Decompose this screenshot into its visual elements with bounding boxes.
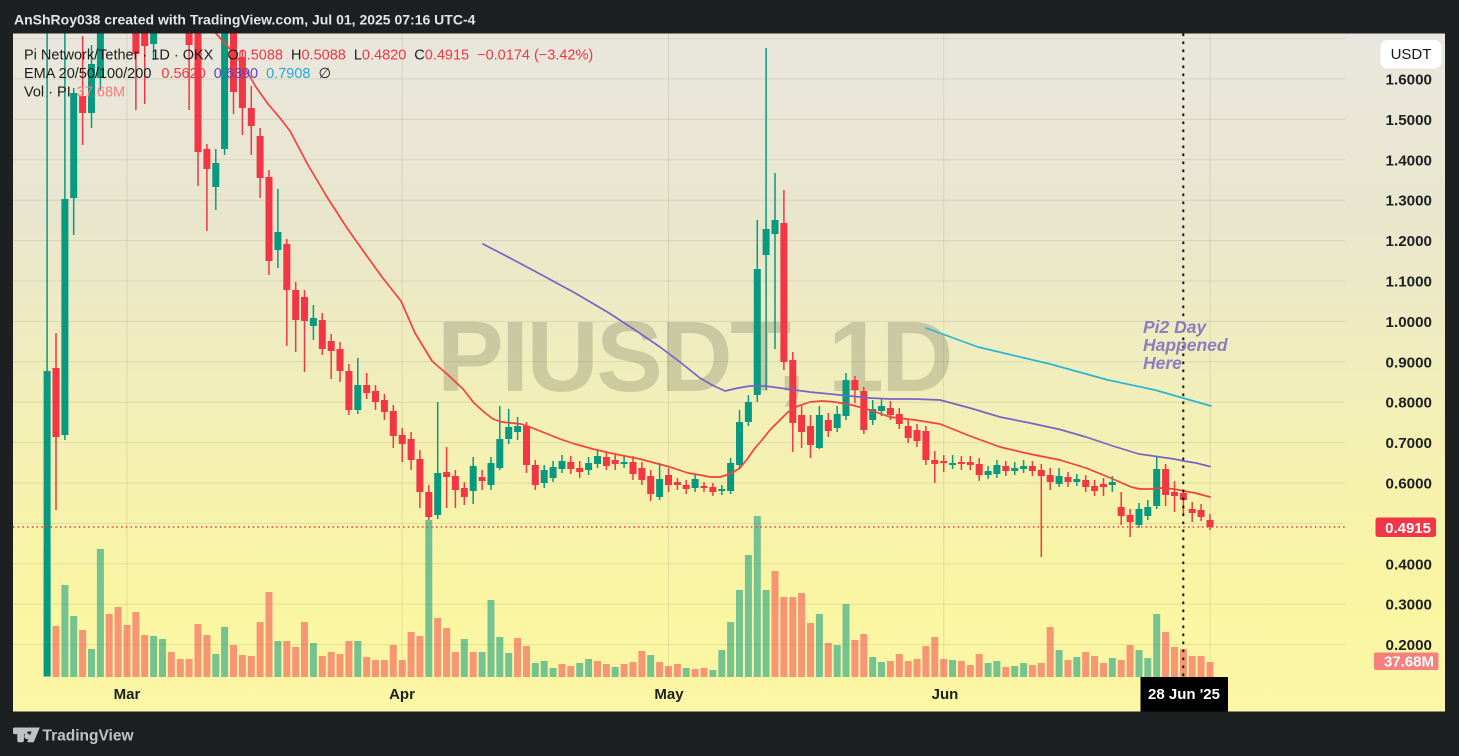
svg-text:1.0000: 1.0000	[1386, 314, 1432, 331]
svg-text:May: May	[654, 686, 684, 703]
svg-text:TradingView: TradingView	[43, 728, 135, 745]
svg-text:Here: Here	[1143, 353, 1182, 373]
svg-text:Jun: Jun	[932, 686, 959, 703]
svg-text:0.9000: 0.9000	[1386, 354, 1432, 371]
svg-text:PIUSDT, 1D: PIUSDT, 1D	[437, 301, 951, 413]
svg-text:USDT: USDT	[1391, 46, 1432, 63]
svg-text:0.7000: 0.7000	[1386, 435, 1432, 452]
svg-text:0.4000: 0.4000	[1386, 556, 1432, 573]
svg-text:1.6000: 1.6000	[1386, 72, 1432, 89]
svg-text:0.3000: 0.3000	[1386, 597, 1432, 614]
svg-text:1.1000: 1.1000	[1386, 274, 1432, 291]
svg-text:0.4915: 0.4915	[1385, 520, 1431, 537]
svg-text:1.3000: 1.3000	[1386, 193, 1432, 210]
svg-text:AnShRoy038 created with Tradin: AnShRoy038 created with TradingView.com,…	[14, 12, 476, 28]
svg-text:0.2000: 0.2000	[1386, 637, 1432, 654]
svg-text:28 Jun '25: 28 Jun '25	[1148, 686, 1220, 703]
svg-text:0.6000: 0.6000	[1386, 476, 1432, 493]
svg-text:1.4000: 1.4000	[1386, 152, 1432, 169]
svg-text:Happened: Happened	[1143, 335, 1228, 355]
svg-text:Pi2 Day: Pi2 Day	[1143, 317, 1207, 337]
svg-text:Mar: Mar	[114, 686, 141, 703]
svg-text:Apr: Apr	[389, 686, 415, 703]
svg-text:1.2000: 1.2000	[1386, 233, 1432, 250]
svg-text:37.68M: 37.68M	[1384, 654, 1434, 671]
svg-text:0.8000: 0.8000	[1386, 395, 1432, 412]
svg-text:1.5000: 1.5000	[1386, 112, 1432, 129]
